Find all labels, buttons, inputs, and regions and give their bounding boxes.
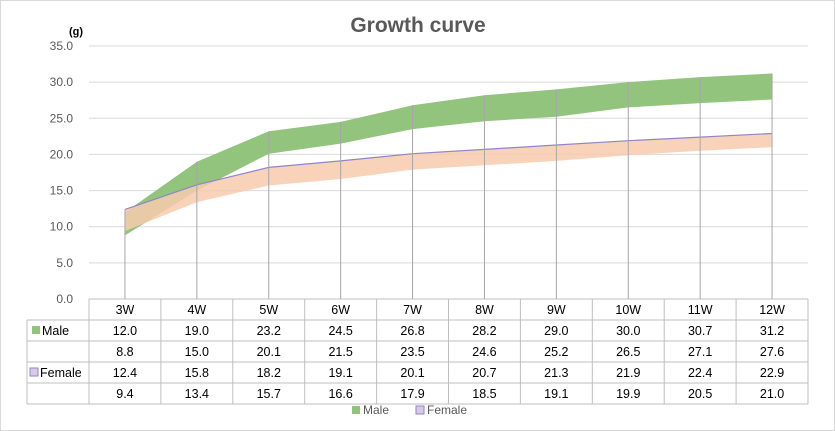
legend-swatch-male (352, 406, 360, 414)
data-label: 17.9 (400, 387, 424, 401)
y-axis: 35.0 30.0 25.0 20.0 15.0 10.0 5.0 0.0 (50, 39, 74, 306)
data-label: 24.5 (328, 324, 352, 338)
y-tick-label: 25.0 (50, 111, 74, 125)
data-label: 18.5 (472, 387, 496, 401)
category-label: 5W (259, 303, 278, 317)
data-label: 27.1 (688, 345, 712, 359)
data-label: 16.6 (328, 387, 352, 401)
data-label: 20.5 (688, 387, 712, 401)
y-tick-label: 10.0 (50, 220, 74, 234)
data-label: 12.0 (113, 324, 137, 338)
legend-label: Female (427, 403, 467, 417)
drop-lines (124, 73, 773, 299)
y-tick-label: 20.0 (50, 147, 74, 161)
data-table: 3W 4W 5W 6W 7W 8W 9W 10W 11W 12W 12.0 19.0 23.2 24.5 2… (26, 298, 809, 405)
data-label: 25.2 (544, 345, 568, 359)
data-label: 24.6 (472, 345, 496, 359)
category-label: 4W (187, 303, 206, 317)
y-tick-label: 30.0 (50, 75, 74, 89)
data-label: 13.4 (185, 387, 209, 401)
female-band (125, 133, 773, 232)
legend-label: Male (363, 403, 389, 417)
male-swatch (32, 326, 40, 334)
data-label: 20.1 (400, 366, 424, 380)
y-tick-label: 15.0 (50, 184, 74, 198)
data-label: 21.0 (760, 387, 784, 401)
data-label: 19.0 (185, 324, 209, 338)
data-label: 19.1 (328, 366, 352, 380)
data-label: 28.2 (472, 324, 496, 338)
data-label: 23.5 (400, 345, 424, 359)
data-label: 22.9 (760, 366, 784, 380)
data-label: 12.4 (113, 366, 137, 380)
category-label: 11W (688, 303, 713, 317)
category-label: 6W (331, 303, 350, 317)
y-tick-label: 0.0 (56, 292, 73, 306)
data-label: 26.8 (400, 324, 424, 338)
series-label: Male (42, 324, 69, 338)
chart-title: Growth curve (350, 14, 485, 37)
y-tick-label: 5.0 (56, 256, 73, 270)
data-label: 15.0 (185, 345, 209, 359)
legend: Male Female (352, 403, 467, 417)
data-label: 26.5 (616, 345, 640, 359)
category-label: 12W (759, 303, 785, 317)
data-label: 9.4 (116, 387, 133, 401)
data-label: 18.2 (257, 366, 281, 380)
data-label: 19.1 (544, 387, 568, 401)
data-label: 15.7 (257, 387, 281, 401)
y-axis-unit-label: (g) (69, 26, 83, 38)
data-label: 31.2 (760, 324, 784, 338)
data-label: 30.0 (616, 324, 640, 338)
data-label: 20.1 (257, 345, 281, 359)
data-label: 20.7 (472, 366, 496, 380)
data-label: 21.9 (616, 366, 640, 380)
data-label: 21.5 (328, 345, 352, 359)
category-label: 10W (615, 303, 641, 317)
y-tick-label: 35.0 (50, 39, 74, 53)
category-label: 3W (116, 303, 135, 317)
data-bands (124, 73, 773, 236)
data-label: 22.4 (688, 366, 712, 380)
data-label: 21.3 (544, 366, 568, 380)
data-label: 30.7 (688, 324, 712, 338)
category-label: 7W (403, 303, 422, 317)
series-label: Female (40, 366, 82, 380)
data-label: 15.8 (185, 366, 209, 380)
male-band (125, 73, 773, 236)
data-label: 8.8 (116, 345, 133, 359)
data-label: 19.9 (616, 387, 640, 401)
female-swatch (29, 367, 39, 377)
female-upper-line (124, 132, 773, 210)
legend-swatch-female (415, 405, 425, 415)
category-label: 8W (475, 303, 494, 317)
data-label: 23.2 (257, 324, 281, 338)
data-label: 29.0 (544, 324, 568, 338)
category-label: 9W (547, 303, 566, 317)
data-label: 27.6 (760, 345, 784, 359)
